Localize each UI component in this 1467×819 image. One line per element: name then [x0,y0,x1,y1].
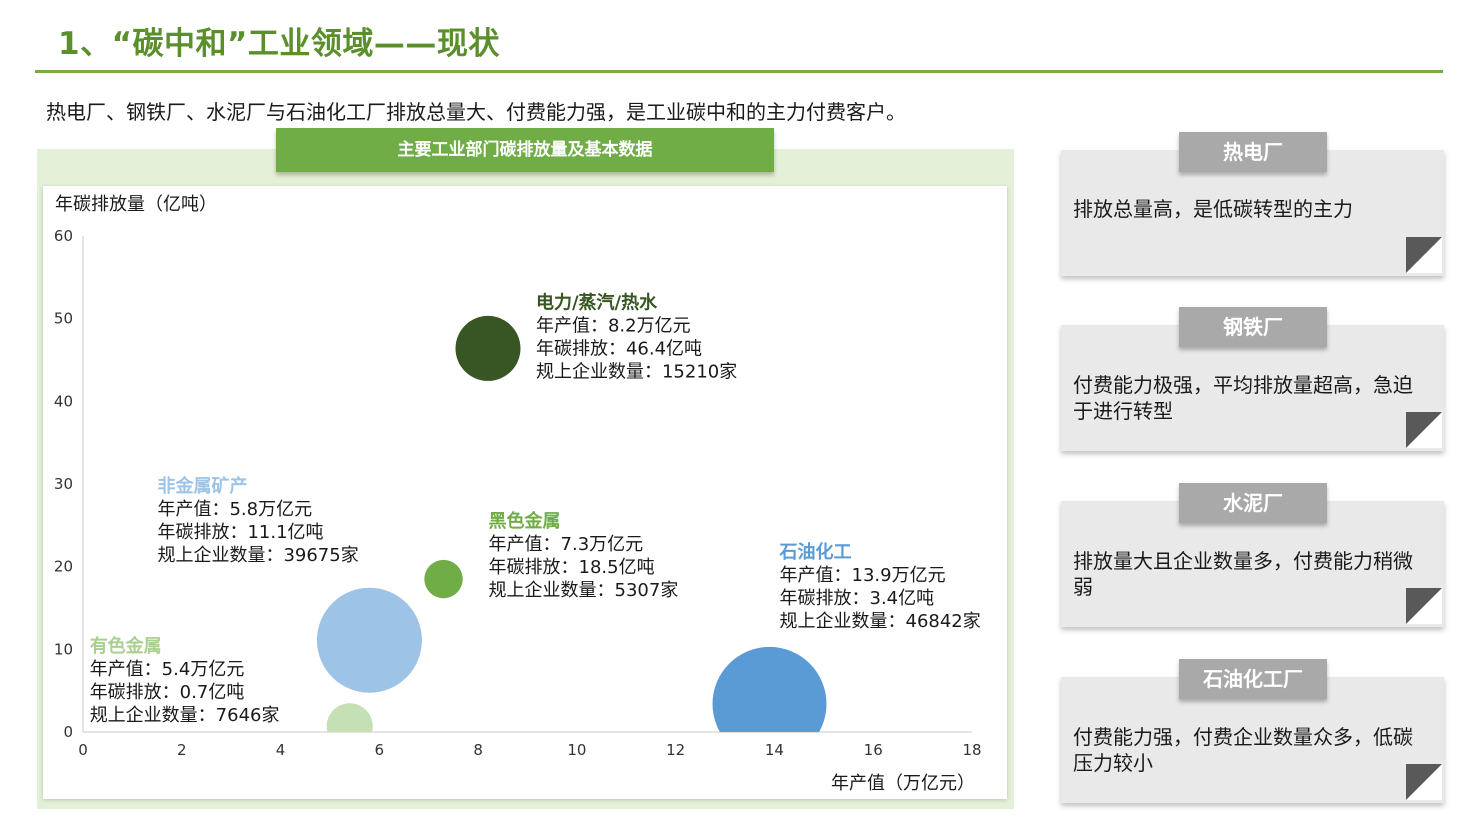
x-axis-label: 年产值（万亿元） [831,773,975,794]
info-card-tab: 石油化工厂 [1179,659,1327,699]
bubble-chart: 年碳排放量（亿吨） 年产值（万亿元） 0 10 20 30 40 50 60 0 2 4 6 8 10… [54,194,982,794]
bubble-label-line: 年碳排放：0.7亿吨 [90,682,245,703]
x-tick-label: 4 [276,741,286,759]
bubble-1 [316,587,422,693]
folded-corner-icon [1406,764,1442,800]
bubble-label-title: 石油化工 [779,541,852,563]
y-tick-label: 40 [54,392,73,410]
y-tick-label: 60 [54,227,73,245]
x-tick-label: 14 [765,741,784,759]
bubble-label-line: 规上企业数量：5307家 [489,580,679,601]
page-subtitle: 热电厂、钢铁厂、水泥厂与石油化工厂排放总量大、付费能力强，是工业碳中和的主力付费… [46,100,906,124]
bubble-label-title: 电力/蒸汽/热水 [536,291,658,313]
bubble-label-line: 年产值：5.8万亿元 [157,499,312,520]
y-tick-label: 30 [54,475,73,493]
bubble-label-line: 规上企业数量：39675家 [157,545,358,566]
info-card-text: 付费能力强，付费企业数量众多，低碳压力较小 [1073,725,1413,775]
bubble-label-line: 年碳排放：18.5亿吨 [489,557,655,578]
info-card-tab: 钢铁厂 [1179,307,1327,347]
x-tick-label: 6 [375,741,385,759]
info-card-text: 付费能力极强，平均排放量超高，急迫于进行转型 [1073,373,1413,423]
x-tick-label: 18 [962,741,981,759]
y-axis-label: 年碳排放量（亿吨） [55,194,217,215]
info-card-text: 排放总量高，是低碳转型的主力 [1073,197,1353,221]
info-card-tab: 热电厂 [1179,132,1327,172]
bubble-2 [424,559,463,599]
bubble-label-line: 年产值：5.4万亿元 [90,659,245,680]
bubble-label-line: 年产值：13.9万亿元 [780,565,946,586]
info-card-text: 排放量大且企业数量多，付费能力稍微弱 [1073,549,1413,599]
x-tick-label: 12 [666,741,685,759]
bubble-3 [712,646,827,732]
bubble-label-title: 黑色金属 [489,510,561,532]
x-tick-label: 8 [473,741,483,759]
bubble-label-line: 年产值：8.2万亿元 [536,315,691,336]
bubble-label-line: 年碳排放：3.4亿吨 [780,588,935,609]
info-card-tab: 水泥厂 [1179,483,1327,523]
y-tick-label: 50 [54,310,73,328]
x-tick-label: 2 [177,741,187,759]
folded-corner-icon [1406,412,1442,448]
chart-banner: 主要工业部门碳排放量及基本数据 [276,128,774,172]
y-tick-label: 10 [54,640,73,658]
y-tick-label: 0 [63,723,73,741]
folded-corner-icon [1406,588,1442,624]
bubble-label-line: 规上企业数量：7646家 [90,705,280,726]
bubble-label-line: 年产值：7.3万亿元 [489,534,644,555]
page-title: 1、“碳中和”工业领域——现状 [58,26,500,62]
bubble-4 [326,703,373,732]
folded-corner-icon [1406,237,1442,273]
bubble-label-title: 非金属矿产 [157,475,247,497]
bubble-0 [455,315,521,381]
title-divider [35,70,1443,73]
bubble-label-line: 规上企业数量：46842家 [780,611,981,632]
bubble-label-line: 年碳排放：11.1亿吨 [157,522,323,543]
x-tick-label: 10 [567,741,586,759]
x-tick-label: 0 [78,741,88,759]
bubble-label-line: 规上企业数量：15210家 [536,361,737,382]
bubble-label-title: 有色金属 [90,635,162,657]
y-tick-label: 20 [54,558,73,576]
bubble-label-line: 年碳排放：46.4亿吨 [536,338,702,359]
chart-area [43,186,1007,799]
x-tick-label: 16 [864,741,883,759]
